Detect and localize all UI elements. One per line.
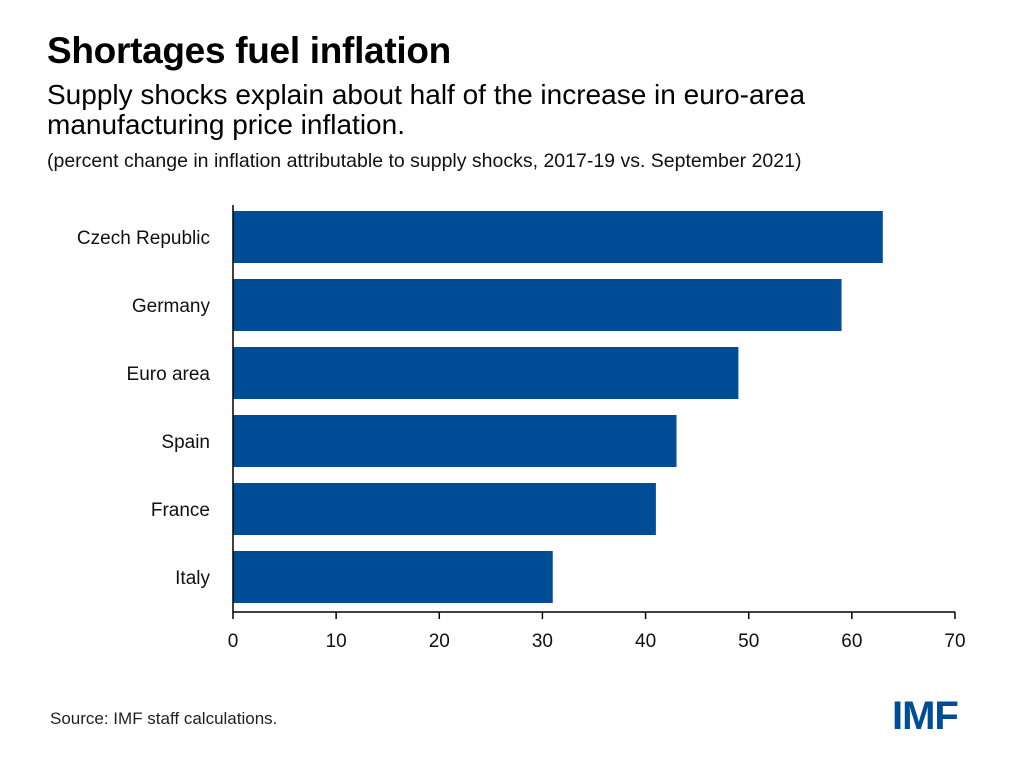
x-tick-label-60: 60 xyxy=(841,631,862,652)
chart-units-note: (percent change in inflation attributabl… xyxy=(47,150,802,172)
category-label-italy: Italy xyxy=(175,568,210,589)
source-note: Source: IMF staff calculations. xyxy=(50,709,278,728)
x-tick-label-30: 30 xyxy=(532,631,553,652)
x-tick-label-40: 40 xyxy=(635,631,656,652)
x-tick-label-50: 50 xyxy=(738,631,759,652)
category-label-france: France xyxy=(151,500,210,521)
x-tick-label-0: 0 xyxy=(228,631,239,652)
bar-france xyxy=(233,483,656,535)
bar-italy xyxy=(233,551,553,603)
bar-germany xyxy=(233,279,842,331)
bar-spain xyxy=(233,415,677,467)
bar-czech-republic xyxy=(233,211,883,263)
x-tick-label-10: 10 xyxy=(326,631,347,652)
category-label-euro-area: Euro area xyxy=(127,364,211,385)
category-label-czech-republic: Czech Republic xyxy=(77,228,210,249)
x-tick-label-20: 20 xyxy=(429,631,450,652)
bar-euro-area xyxy=(233,347,739,399)
category-label-germany: Germany xyxy=(132,296,211,317)
imf-logo: IMF xyxy=(892,694,959,738)
x-tick-label-70: 70 xyxy=(944,631,965,652)
chart-title: Shortages fuel inflation xyxy=(47,30,451,71)
chart-subtitle: Supply shocks explain about half of the … xyxy=(47,79,806,140)
category-label-spain: Spain xyxy=(161,432,210,453)
